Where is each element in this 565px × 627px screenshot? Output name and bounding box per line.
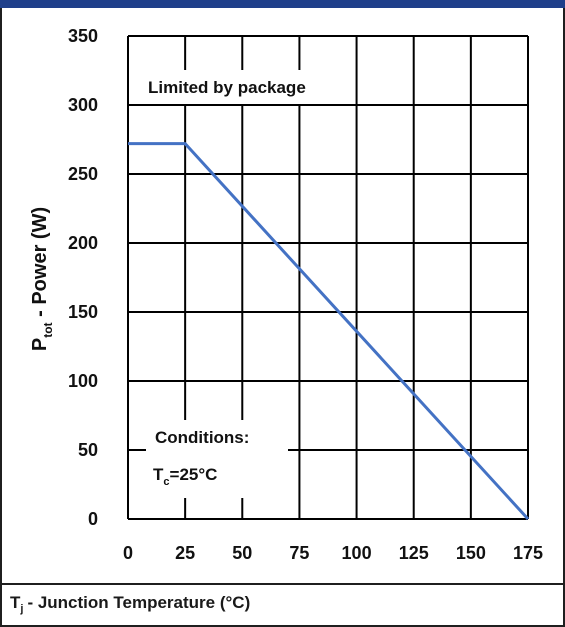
grid (127, 35, 529, 520)
x-axis-label-panel: Tj - Junction Temperature (°C) (0, 583, 565, 627)
x-tick-label: 175 (513, 543, 543, 563)
y-axis-label: Ptot - Power (W) (29, 207, 55, 351)
x-axis-label-sub: j (20, 603, 24, 615)
limited-by-package-label: Limited by package (148, 78, 306, 97)
x-axis-label: Tj - Junction Temperature (°C) (10, 593, 250, 615)
conditions-t: T (153, 465, 164, 484)
power-derating-chart: 0 25 50 75 100 125 150 175 0 50 100 150 200 250 300 350… (29, 26, 543, 563)
x-tick-label: 50 (232, 543, 252, 563)
tick-labels: 0 25 50 75 100 125 150 175 0 50 100 150 200 250 300 350 (68, 26, 543, 563)
y-tick-label: 50 (78, 440, 98, 460)
y-tick-label: 300 (68, 95, 98, 115)
y-tick-label: 100 (68, 371, 98, 391)
x-tick-label: 100 (342, 543, 372, 563)
conditions-value: Tc=25°C (153, 465, 217, 488)
series-layer (128, 142, 530, 521)
conditions-box (146, 420, 288, 498)
x-axis-label-main: T (10, 593, 21, 612)
y-tick-label: 250 (68, 164, 98, 184)
conditions-sub: c (163, 476, 169, 488)
conditions-title: Conditions: (155, 428, 249, 447)
y-axis-label-main: P (29, 338, 51, 351)
x-tick-label: 125 (399, 543, 429, 563)
y-axis-label-sub: tot (41, 322, 55, 337)
x-axis-label-rest: - Junction Temperature (°C) (27, 593, 251, 612)
y-axis-label-rest: - Power (W) (29, 207, 51, 323)
conditions-eq: =25°C (170, 465, 218, 484)
limited-label-bg (142, 70, 350, 104)
x-tick-label: 75 (289, 543, 309, 563)
power-derating-line (128, 142, 530, 521)
x-tick-label: 0 (123, 543, 133, 563)
y-tick-label: 200 (68, 233, 98, 253)
x-tick-label: 25 (175, 543, 195, 563)
y-tick-label: 150 (68, 302, 98, 322)
x-tick-label: 150 (456, 543, 486, 563)
y-tick-label: 350 (68, 26, 98, 46)
top-accent-bar (0, 0, 565, 8)
y-tick-label: 0 (88, 509, 98, 529)
